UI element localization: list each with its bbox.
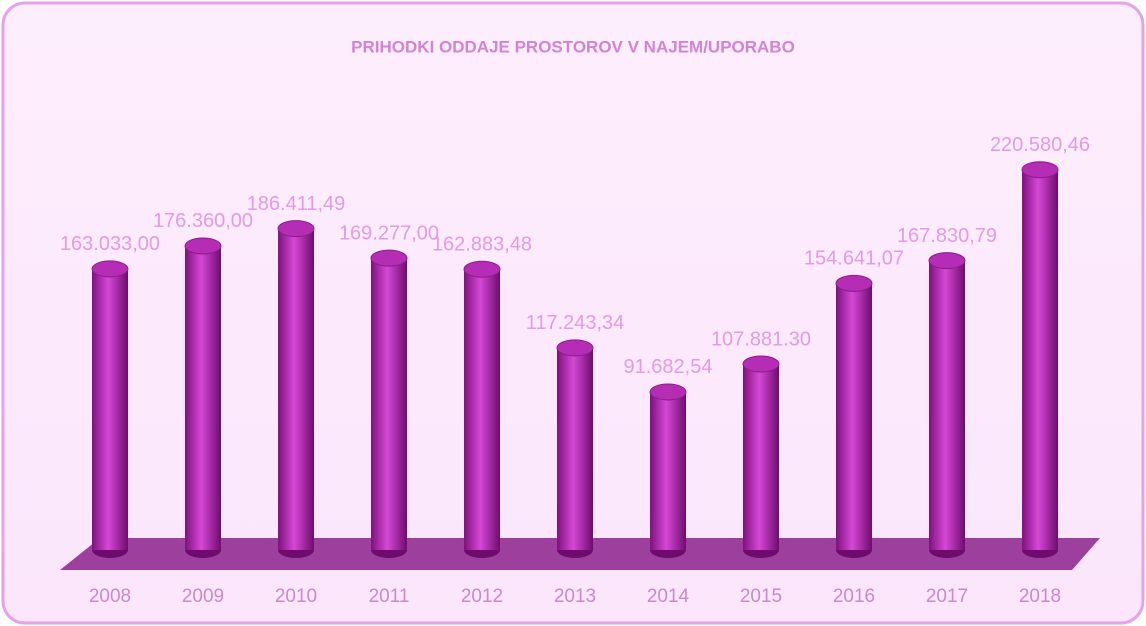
value-label: 167.830,79: [897, 225, 997, 247]
cylinder-top: [835, 274, 873, 292]
bar: [1022, 169, 1058, 550]
cylinder-top: [649, 383, 687, 401]
chart-title: PRIHODKI ODDAJE PROSTOROV V NAJEM/UPORAB…: [351, 37, 795, 56]
value-label: 91.682,54: [624, 356, 713, 378]
value-label: 176.360,00: [153, 210, 253, 232]
cylinder-top: [463, 260, 501, 278]
cylinder-top: [184, 237, 222, 255]
bar: [743, 364, 779, 550]
bar: [92, 268, 128, 550]
x-tick-label: 2014: [647, 586, 690, 607]
bar: [278, 228, 314, 550]
cylinder-top: [1021, 161, 1059, 179]
value-label: 169.277,00: [339, 222, 439, 244]
cylinder-top: [556, 339, 594, 357]
x-tick-label: 2011: [369, 586, 410, 607]
bar: [929, 260, 965, 550]
value-label: 186.411,49: [247, 193, 346, 215]
x-tick-label: 2009: [182, 586, 224, 607]
x-tick-label: 2015: [740, 586, 782, 607]
value-label: 162.883,48: [432, 233, 532, 255]
cylinder-top: [928, 252, 966, 270]
value-label: 117.243,34: [526, 312, 625, 334]
cylinder-top: [370, 249, 408, 267]
bar: [185, 245, 221, 550]
x-tick-label: 2012: [461, 586, 503, 607]
value-label: 220.580,46: [990, 134, 1090, 156]
value-label: 107.881.30: [711, 328, 811, 350]
bar: [464, 269, 500, 550]
x-tick-label: 2010: [275, 586, 317, 607]
value-label: 163.033,00: [60, 233, 160, 255]
x-tick-label: 2008: [89, 586, 131, 607]
bar: [557, 347, 593, 550]
x-tick-label: 2013: [554, 586, 596, 607]
cylinder-top: [742, 355, 780, 373]
x-tick-label: 2017: [926, 586, 968, 607]
x-tick-label: 2016: [833, 586, 875, 607]
value-label: 154.641,07: [804, 248, 904, 270]
cylinder-top: [91, 260, 129, 278]
bar: [371, 258, 407, 550]
bar: [836, 283, 872, 550]
bar: [650, 391, 686, 550]
cylinder-top: [277, 220, 315, 238]
x-tick-label: 2018: [1019, 586, 1061, 607]
